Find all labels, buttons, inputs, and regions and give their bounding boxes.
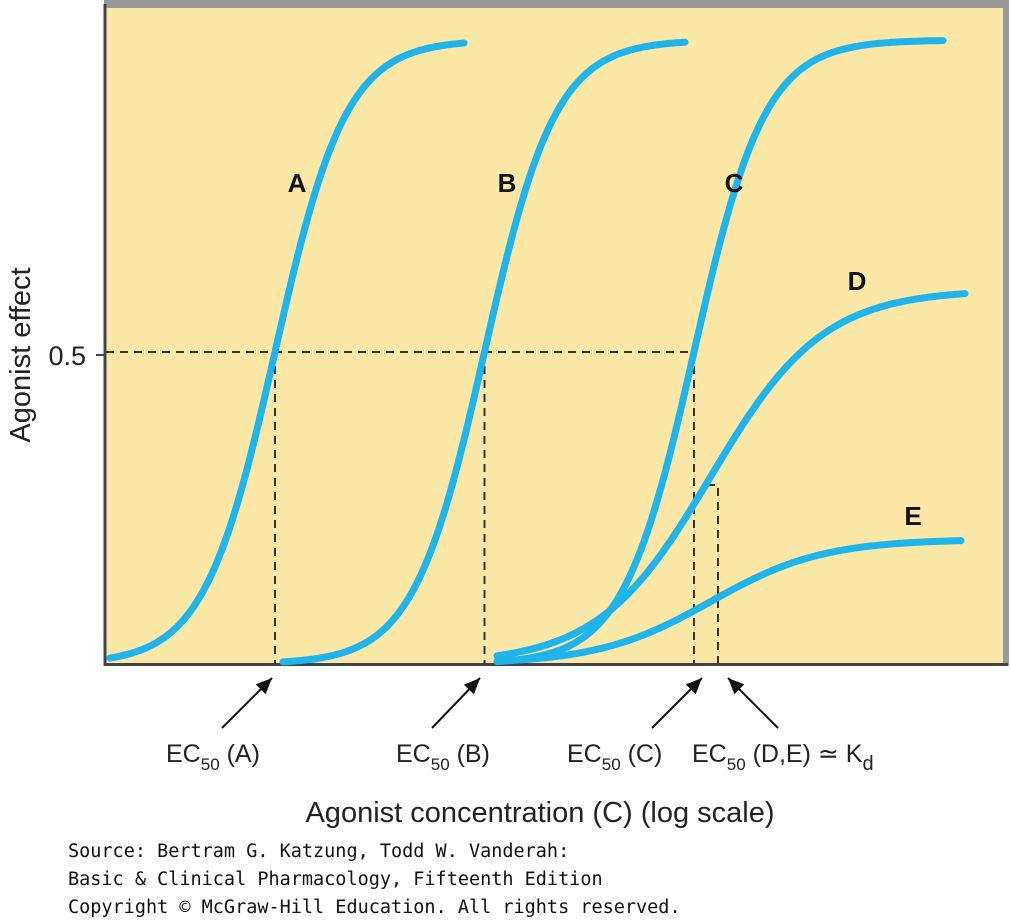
curve-label-e: E (904, 501, 921, 531)
curve-label-d: D (848, 266, 867, 296)
curve-d (493, 290, 969, 660)
y-axis-label: Agonist effect (5, 267, 37, 442)
curve-b (279, 38, 689, 666)
arrow-head-b (463, 678, 480, 695)
plot-background (106, 4, 1006, 664)
arrow-head-c (685, 678, 702, 695)
source-credit: Source: Bertram G. Katzung, Todd W. Vand… (68, 838, 681, 922)
source-line-1: Source: Bertram G. Katzung, Todd W. Vand… (68, 841, 570, 862)
dose-response-chart: A B C D E 0.5 Agonist effect Agonist concent… (5, 0, 1009, 829)
ec50-label-c: EC50 (C) (567, 740, 662, 774)
y-tick-label-0.5: 0.5 (48, 341, 86, 371)
x-axis-label: Agonist concentration (C) (log scale) (305, 797, 774, 829)
source-line-2: Basic & Clinical Pharmacology, Fifteenth… (68, 869, 603, 890)
ec50-label-de: EC50 (D,E) ≃ Kd (692, 740, 874, 775)
guide-vertical-de (707, 484, 719, 664)
curve-e (493, 537, 965, 665)
arrow-head-de (728, 678, 745, 695)
curve-a (106, 39, 468, 662)
ec50-label-b: EC50 (B) (396, 740, 490, 774)
curve-label-a: A (288, 168, 307, 198)
ec50-label-a: EC50 (A) (166, 740, 260, 774)
source-line-3: Copyright © McGraw-Hill Education. All r… (68, 897, 681, 918)
curve-c (493, 37, 947, 666)
curve-label-b: B (498, 168, 517, 198)
arrow-head-a (255, 678, 272, 695)
curve-label-c: C (725, 168, 744, 198)
